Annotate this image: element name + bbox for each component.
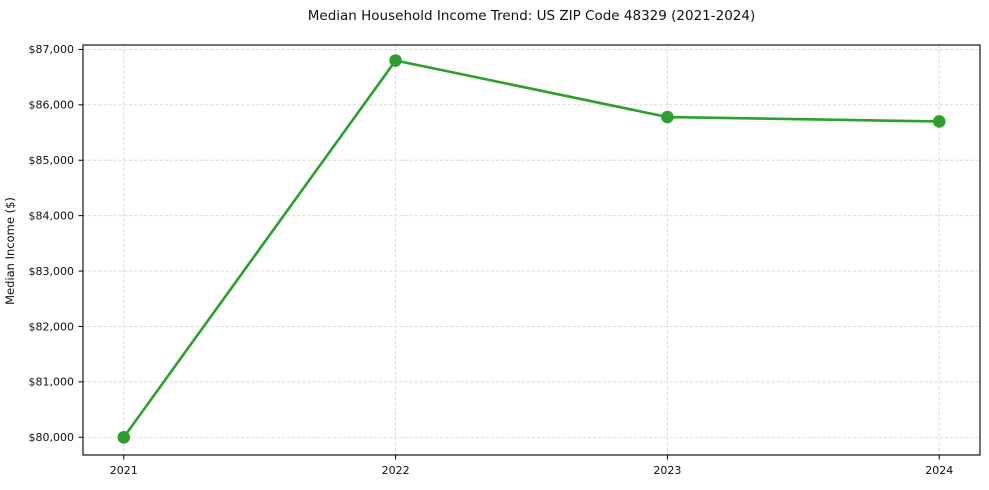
y-tick-label: $86,000 — [29, 99, 75, 112]
y-tick-label: $80,000 — [29, 431, 75, 444]
plot-frame — [82, 44, 981, 456]
data-point-marker — [389, 54, 402, 67]
data-line — [122, 59, 941, 439]
y-tick-label: $83,000 — [29, 265, 75, 278]
x-tick-label: 2024 — [925, 464, 953, 477]
data-point-marker — [661, 110, 674, 124]
x-tick-label: 2021 — [110, 464, 138, 477]
y-tick-label: $84,000 — [29, 209, 75, 222]
y-tick-label: $87,000 — [29, 43, 75, 56]
y-tick-label: $81,000 — [29, 376, 75, 389]
chart-title: Median Household Income Trend: US ZIP Co… — [307, 8, 756, 24]
data-point-marker — [932, 115, 946, 128]
y-tick-label: $85,000 — [29, 154, 75, 167]
x-tick-label: 2022 — [382, 464, 410, 477]
y-tick-label: $82,000 — [29, 320, 75, 333]
data-point-marker — [117, 430, 131, 444]
x-tick-label: 2023 — [653, 464, 681, 477]
